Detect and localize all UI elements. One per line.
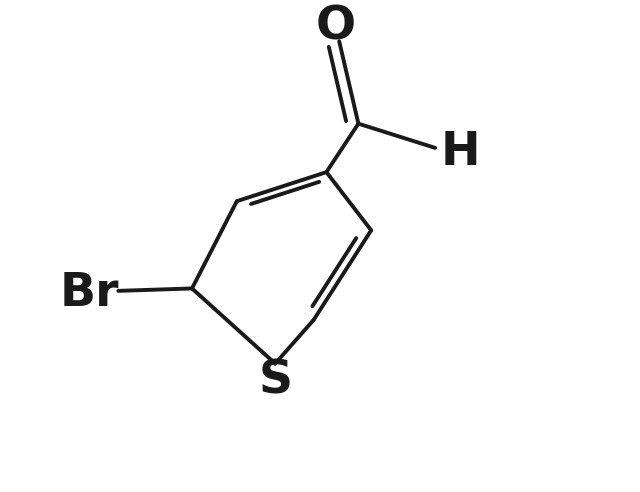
Text: S: S [258,358,292,403]
Text: O: O [316,4,356,49]
Text: H: H [441,130,481,175]
Text: Br: Br [60,271,119,316]
